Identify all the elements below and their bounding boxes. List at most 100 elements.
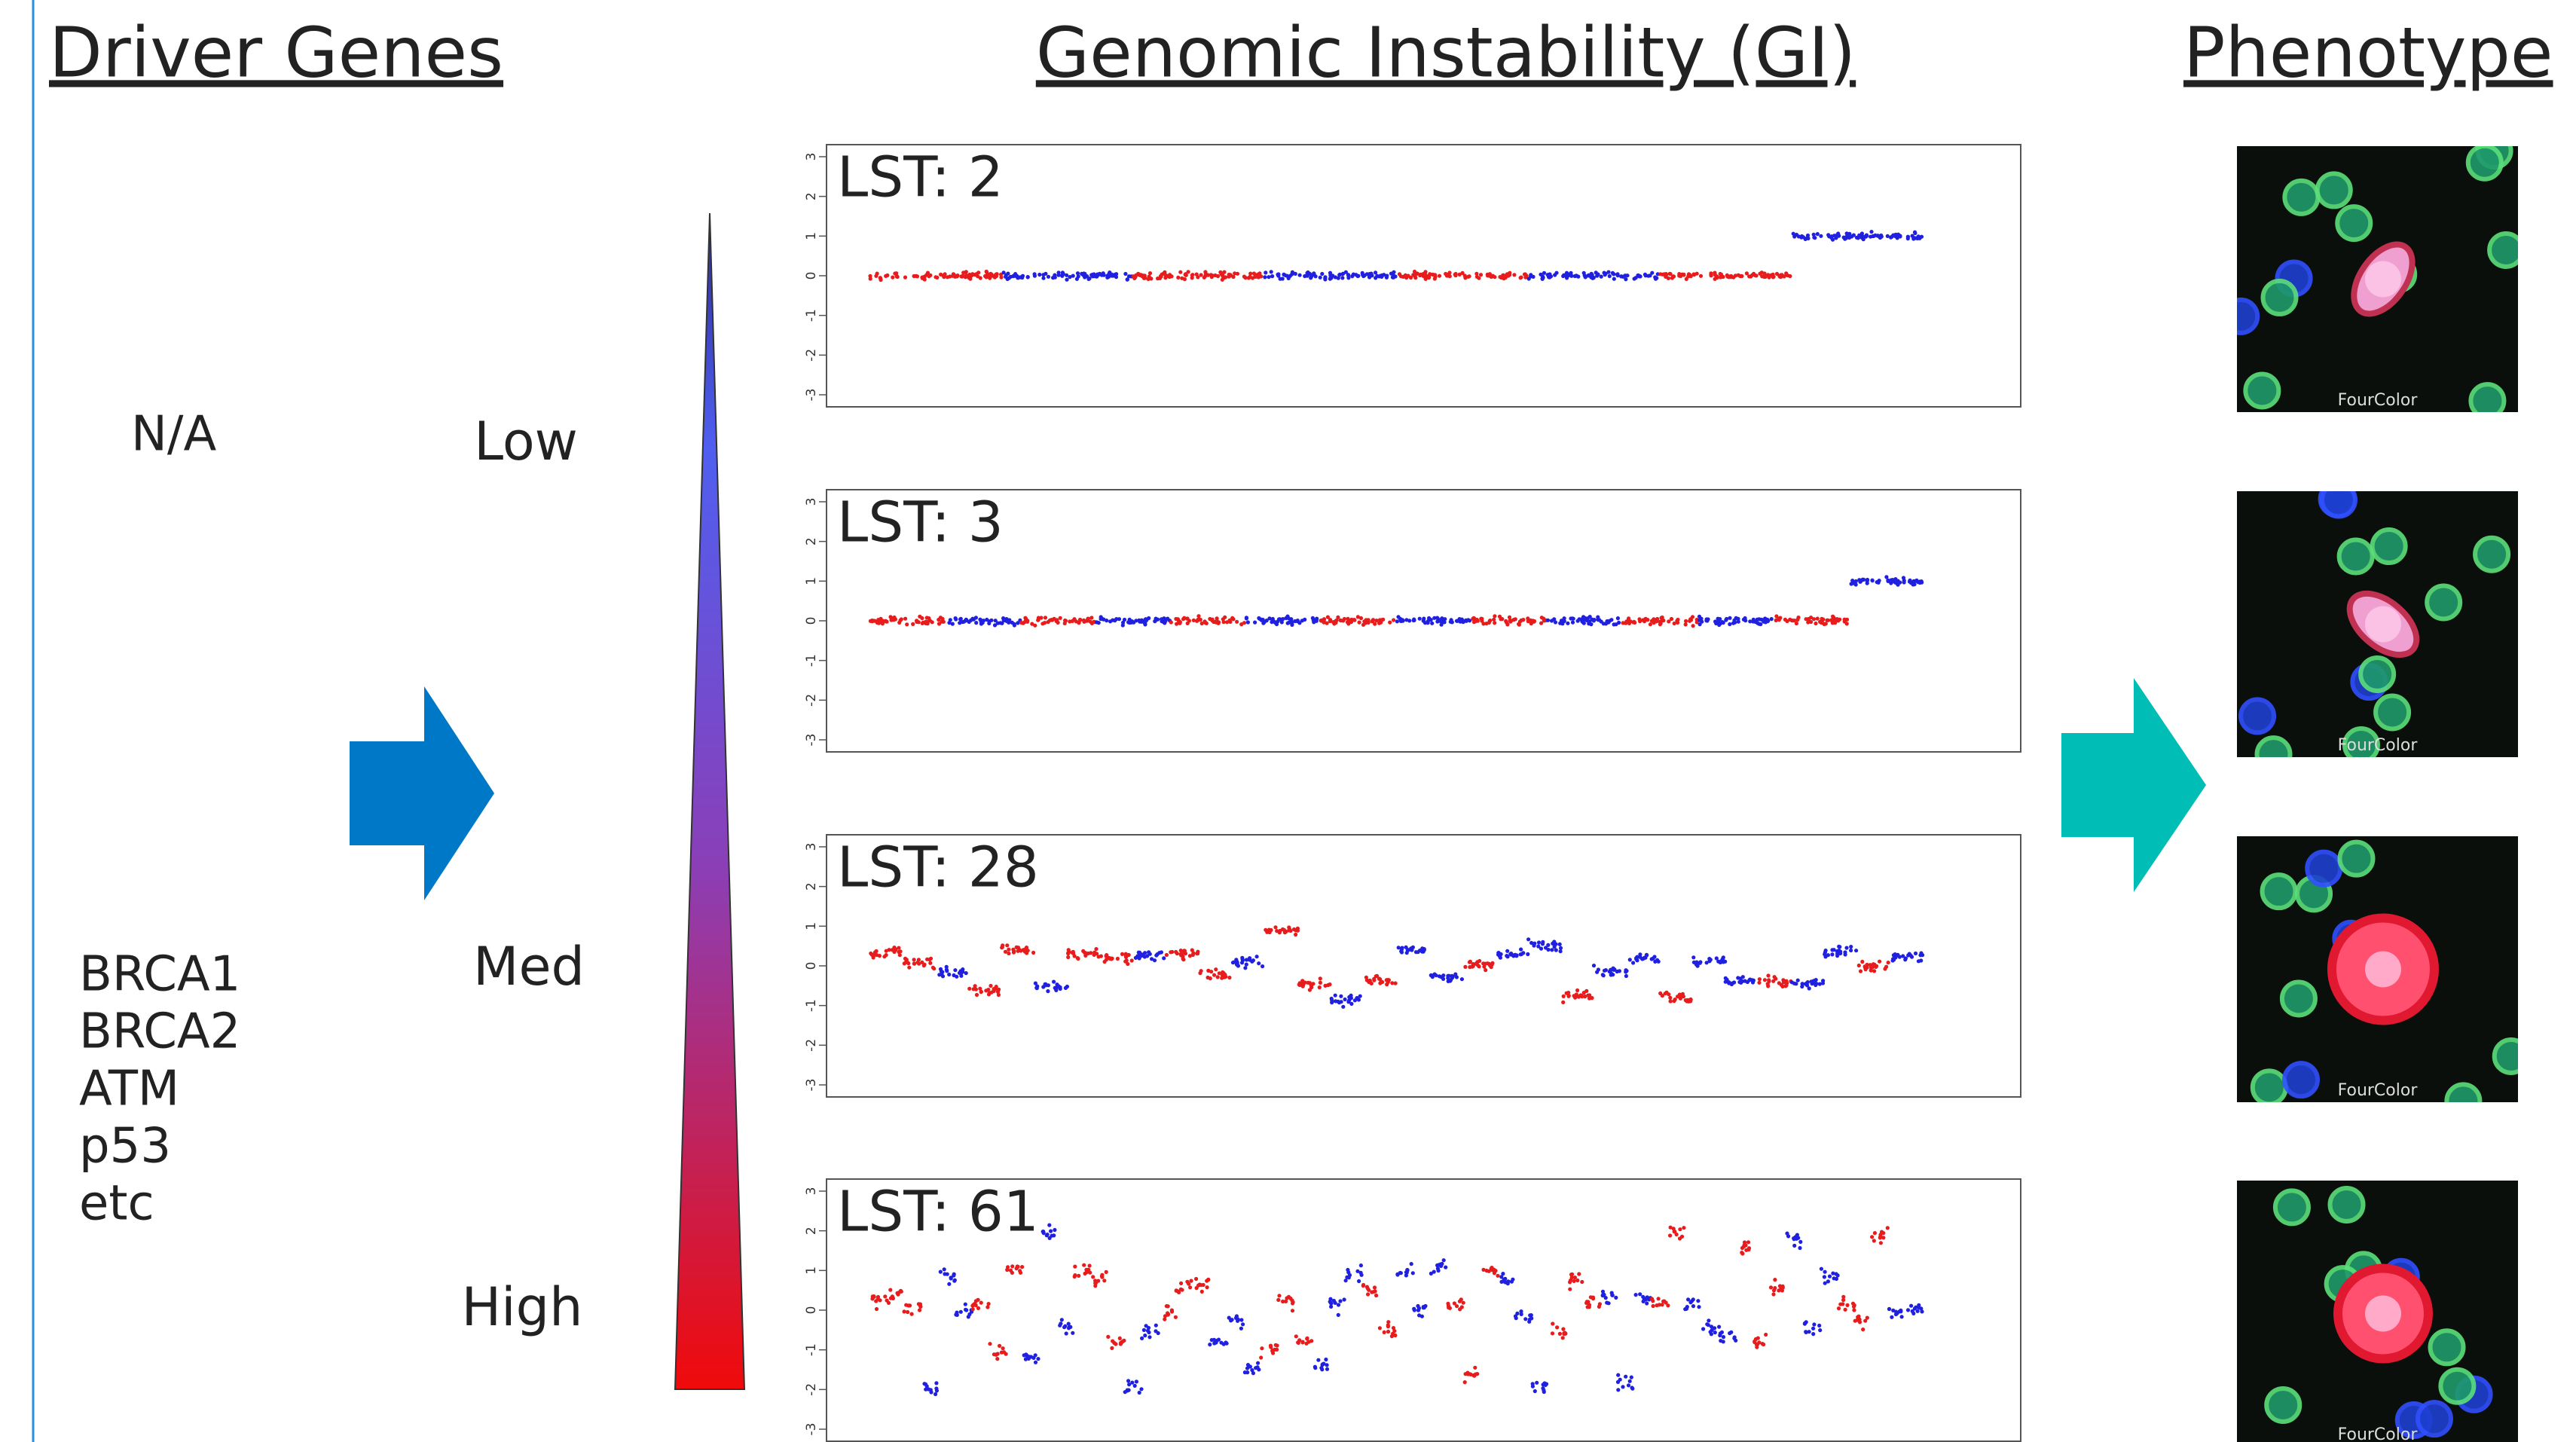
- cn-dot: [1423, 270, 1428, 274]
- cn-dot: [1215, 975, 1220, 979]
- cn-dot: [1536, 944, 1541, 949]
- cn-dot: [1606, 270, 1611, 274]
- cn-dot: [1792, 1243, 1797, 1248]
- y-tick-label: -3: [804, 1079, 819, 1092]
- y-tick-label: 1: [804, 1266, 819, 1275]
- cn-dot: [1005, 943, 1010, 948]
- gi-level: High: [462, 1276, 583, 1338]
- cn-dot: [1454, 975, 1459, 979]
- cn-dot: [1865, 1315, 1869, 1320]
- cn-dot: [1159, 274, 1163, 279]
- cn-dot: [1774, 614, 1779, 619]
- cn-dot: [1826, 1279, 1830, 1284]
- cn-dot: [1141, 1327, 1146, 1332]
- cn-dot: [1830, 952, 1835, 957]
- cn-dot: [1480, 619, 1484, 623]
- cn-dot: [1268, 1343, 1273, 1348]
- cn-dot: [1023, 1357, 1028, 1361]
- cn-dot: [1145, 954, 1150, 958]
- cn-dot: [1856, 1317, 1860, 1322]
- cn-dot: [1788, 273, 1792, 279]
- cn-dot: [1688, 999, 1693, 1004]
- cn-dot: [1811, 1326, 1816, 1330]
- cn-dot: [1311, 982, 1316, 986]
- cn-dot: [1056, 984, 1061, 988]
- cn-dot: [928, 961, 933, 965]
- cn-dot: [989, 618, 994, 622]
- cell-image: FourColor: [2237, 1181, 2518, 1442]
- cn-dot: [1660, 1303, 1664, 1307]
- cell: [2444, 1082, 2483, 1102]
- cn-dot: [1833, 619, 1838, 623]
- cn-dot: [1707, 957, 1712, 961]
- cn-dot: [1879, 233, 1884, 238]
- cn-dot: [1526, 952, 1530, 957]
- cn-dot: [1668, 272, 1673, 276]
- cn-dot: [1739, 980, 1743, 985]
- cn-dot: [1706, 1323, 1710, 1327]
- arrow: [2061, 678, 2206, 892]
- cn-dot: [925, 270, 930, 275]
- cn-dot: [1911, 1311, 1916, 1315]
- cn-dot: [1003, 949, 1008, 954]
- cn-dot: [1127, 1382, 1132, 1387]
- cn-dot: [1807, 986, 1811, 991]
- cn-dot: [1587, 619, 1592, 624]
- cn-dot: [1338, 618, 1343, 623]
- cn-dot: [1539, 621, 1544, 625]
- cn-dot: [985, 617, 989, 622]
- cn-dot: [887, 948, 891, 952]
- cn-dot: [926, 1387, 930, 1392]
- cn-dot: [1212, 1337, 1216, 1342]
- cn-dot: [1441, 1258, 1446, 1263]
- cn-dot: [1073, 1264, 1077, 1269]
- cn-dot: [1743, 619, 1748, 623]
- cn-dot: [1552, 945, 1557, 949]
- cn-dot: [897, 953, 902, 958]
- cn-dot: [1178, 270, 1183, 274]
- cn-dot: [1221, 617, 1225, 622]
- cn-dot: [1542, 1388, 1546, 1392]
- cn-dot: [983, 274, 988, 279]
- cn-dot: [1815, 232, 1820, 237]
- cn-dot: [1185, 616, 1190, 621]
- cn-dot: [1908, 578, 1912, 583]
- cn-dot: [1460, 270, 1465, 275]
- cn-dot: [1514, 953, 1519, 958]
- cn-dot: [1653, 276, 1658, 281]
- cn-dot: [1784, 273, 1789, 277]
- cell: [2238, 697, 2277, 735]
- cn-dot: [1235, 271, 1240, 276]
- cn-dot: [1065, 273, 1069, 277]
- cn-dot: [1921, 953, 1925, 958]
- y-tick-label: 1: [804, 577, 819, 585]
- cn-dot: [1126, 961, 1130, 967]
- cn-dot: [912, 958, 916, 962]
- cn-dot: [1132, 620, 1136, 625]
- cn-dot: [927, 616, 931, 621]
- cn-dot: [1723, 979, 1728, 984]
- cn-dot: [1374, 270, 1378, 275]
- cn-dot: [1355, 615, 1360, 619]
- cn-dot: [1519, 1312, 1523, 1316]
- cn-dot: [1236, 1318, 1240, 1323]
- cn-dot: [987, 621, 992, 626]
- cn-dot: [1804, 617, 1808, 622]
- cn-dot: [1863, 1318, 1868, 1323]
- cn-dot: [940, 619, 944, 624]
- cn-dot: [1915, 1309, 1920, 1313]
- cn-dot: [978, 276, 982, 280]
- cn-dot: [1834, 236, 1838, 240]
- cn-dot: [939, 272, 943, 276]
- cn-dot: [974, 992, 979, 997]
- cn-dot: [1342, 1297, 1346, 1302]
- cn-dot: [1646, 618, 1650, 622]
- y-tick-label: -1: [804, 309, 819, 322]
- cn-dot: [1811, 617, 1817, 622]
- cn-dot: [1660, 615, 1664, 620]
- cn-dot: [1590, 618, 1594, 622]
- cn-dot: [902, 961, 906, 966]
- cn-dot: [1780, 1288, 1784, 1293]
- cn-dot: [1550, 948, 1554, 952]
- cn-dot: [1248, 271, 1253, 276]
